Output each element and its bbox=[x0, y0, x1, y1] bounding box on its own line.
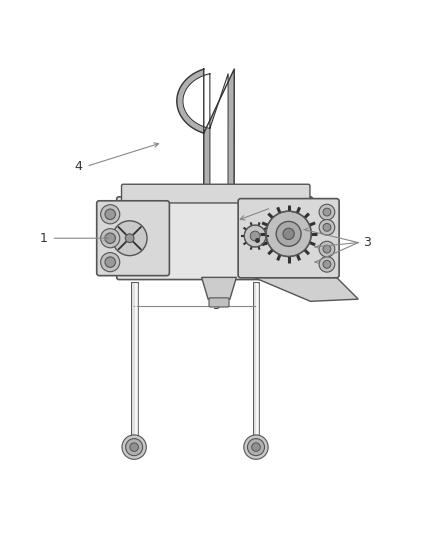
FancyBboxPatch shape bbox=[238, 199, 339, 278]
Text: 3: 3 bbox=[363, 236, 371, 249]
Circle shape bbox=[101, 205, 120, 224]
Polygon shape bbox=[177, 69, 234, 212]
Circle shape bbox=[266, 211, 311, 256]
Circle shape bbox=[105, 209, 116, 220]
Circle shape bbox=[130, 443, 138, 451]
Text: 5: 5 bbox=[213, 299, 221, 312]
Circle shape bbox=[276, 221, 301, 246]
Circle shape bbox=[247, 439, 265, 456]
Polygon shape bbox=[183, 74, 228, 206]
FancyBboxPatch shape bbox=[253, 282, 259, 436]
Circle shape bbox=[244, 435, 268, 459]
Polygon shape bbox=[201, 277, 237, 299]
Circle shape bbox=[125, 234, 134, 243]
Circle shape bbox=[252, 443, 260, 451]
Circle shape bbox=[319, 241, 335, 257]
Circle shape bbox=[105, 233, 116, 244]
Circle shape bbox=[126, 439, 143, 456]
Circle shape bbox=[244, 225, 266, 247]
Circle shape bbox=[101, 253, 120, 272]
Circle shape bbox=[323, 223, 331, 231]
Text: 1: 1 bbox=[39, 232, 47, 245]
Polygon shape bbox=[254, 277, 358, 301]
Circle shape bbox=[283, 228, 294, 239]
Circle shape bbox=[323, 245, 331, 253]
Circle shape bbox=[122, 435, 146, 459]
FancyBboxPatch shape bbox=[121, 184, 310, 203]
Circle shape bbox=[250, 231, 260, 241]
FancyBboxPatch shape bbox=[117, 197, 313, 279]
Circle shape bbox=[319, 220, 335, 235]
Circle shape bbox=[323, 261, 331, 268]
Circle shape bbox=[105, 257, 116, 268]
Circle shape bbox=[319, 204, 335, 220]
Circle shape bbox=[112, 221, 147, 256]
FancyBboxPatch shape bbox=[209, 298, 229, 307]
Text: 4: 4 bbox=[74, 160, 82, 173]
Circle shape bbox=[101, 229, 120, 248]
FancyBboxPatch shape bbox=[131, 282, 138, 436]
Circle shape bbox=[323, 208, 331, 216]
Circle shape bbox=[319, 256, 335, 272]
Text: 2: 2 bbox=[276, 201, 283, 214]
FancyBboxPatch shape bbox=[97, 201, 170, 276]
